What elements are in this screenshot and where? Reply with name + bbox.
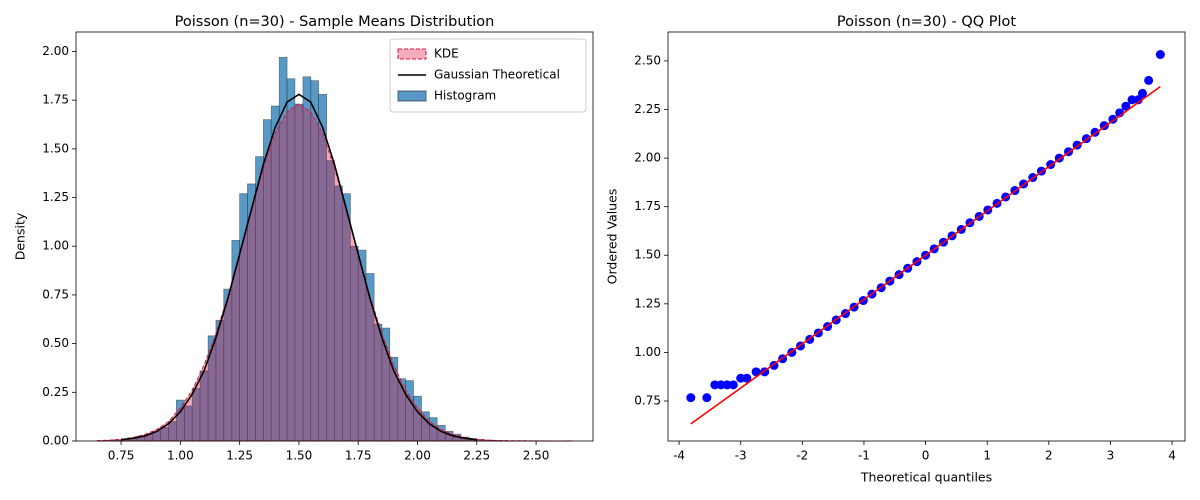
legend-label: Gaussian Theoretical	[434, 68, 560, 82]
plot	[686, 50, 1165, 425]
y-axis-label: Ordered Values	[605, 189, 620, 285]
x-tick-label: 1	[983, 449, 991, 463]
scatter-point	[1133, 95, 1143, 105]
scatter-point	[722, 380, 732, 390]
legend-label: KDE	[434, 47, 459, 61]
x-axis-label: Theoretical quantiles	[860, 470, 992, 485]
y-tick-label: 1.00	[634, 345, 661, 359]
y-tick-label: 2.00	[634, 151, 661, 165]
scatter-point	[1137, 88, 1147, 98]
y-tick-label: 0.50	[42, 336, 69, 350]
y-tick-label: 0.00	[42, 434, 69, 448]
x-tick-label: 1.75	[345, 449, 372, 463]
scatter-point	[710, 380, 720, 390]
y-tick-label: 1.50	[42, 141, 69, 155]
legend-label: Histogram	[434, 89, 496, 103]
legend: KDE Gaussian Theoretical Histogram	[389, 38, 587, 113]
scatter-point	[751, 367, 761, 377]
scatter-point	[1144, 75, 1154, 85]
x-tick-label: 0.75	[108, 449, 135, 463]
y-tick-label: 1.75	[42, 93, 69, 107]
scatter-point	[686, 393, 696, 403]
scatter-point	[736, 373, 746, 383]
x-tick-label: 2.25	[463, 449, 490, 463]
x-tick-label: 4	[1168, 449, 1176, 463]
x-tick-label: 2	[1045, 449, 1053, 463]
y-tick-label: 1.00	[42, 239, 69, 253]
chart-title: Poisson (n=30) - Sample Means Distributi…	[175, 14, 495, 30]
y-tick-label: 1.25	[42, 190, 69, 204]
y-tick-label: 2.50	[634, 53, 661, 67]
x-tick-label: 1.00	[167, 449, 194, 463]
line	[120, 93, 477, 441]
scatter-point	[1121, 101, 1131, 111]
y-tick-label: 2.25	[634, 102, 661, 116]
chart-title: Poisson (n=30) - QQ Plot	[837, 14, 1017, 30]
legend-box	[389, 38, 587, 113]
y-tick-label: 1.25	[634, 296, 661, 310]
y-tick-label: 2.00	[42, 44, 69, 58]
y-tick-label: 0.25	[42, 385, 69, 399]
scatter-point	[702, 393, 712, 403]
plot	[96, 56, 573, 442]
x-tick-label: -2	[796, 449, 808, 463]
x-tick-label: -3	[735, 449, 747, 463]
legend-swatch	[397, 48, 427, 60]
y-tick-label: 0.75	[634, 393, 661, 407]
x-tick-label: 1.25	[226, 449, 253, 463]
scatter-point	[728, 380, 738, 390]
scatter-point	[1127, 95, 1137, 105]
scatter-point	[716, 380, 726, 390]
legend-swatch	[397, 90, 427, 102]
x-tick-label: 1.50	[286, 449, 313, 463]
x-tick-label: 2.00	[404, 449, 431, 463]
y-axis-label: Density	[13, 212, 28, 260]
scatter-point	[742, 373, 752, 383]
x-tick-label: -1	[858, 449, 870, 463]
y-tick-label: 1.75	[634, 199, 661, 213]
x-tick-label: 3	[1107, 449, 1115, 463]
axes-frame	[75, 31, 594, 442]
x-tick-label: -4	[673, 449, 685, 463]
axes-frame	[667, 31, 1186, 442]
y-tick-label: 0.75	[42, 287, 69, 301]
kde-area	[96, 103, 573, 442]
line	[690, 85, 1161, 425]
x-tick-label: 2.50	[523, 449, 550, 463]
x-tick-label: 0	[922, 449, 930, 463]
scatter-point	[1155, 50, 1165, 60]
y-tick-label: 1.50	[634, 248, 661, 262]
